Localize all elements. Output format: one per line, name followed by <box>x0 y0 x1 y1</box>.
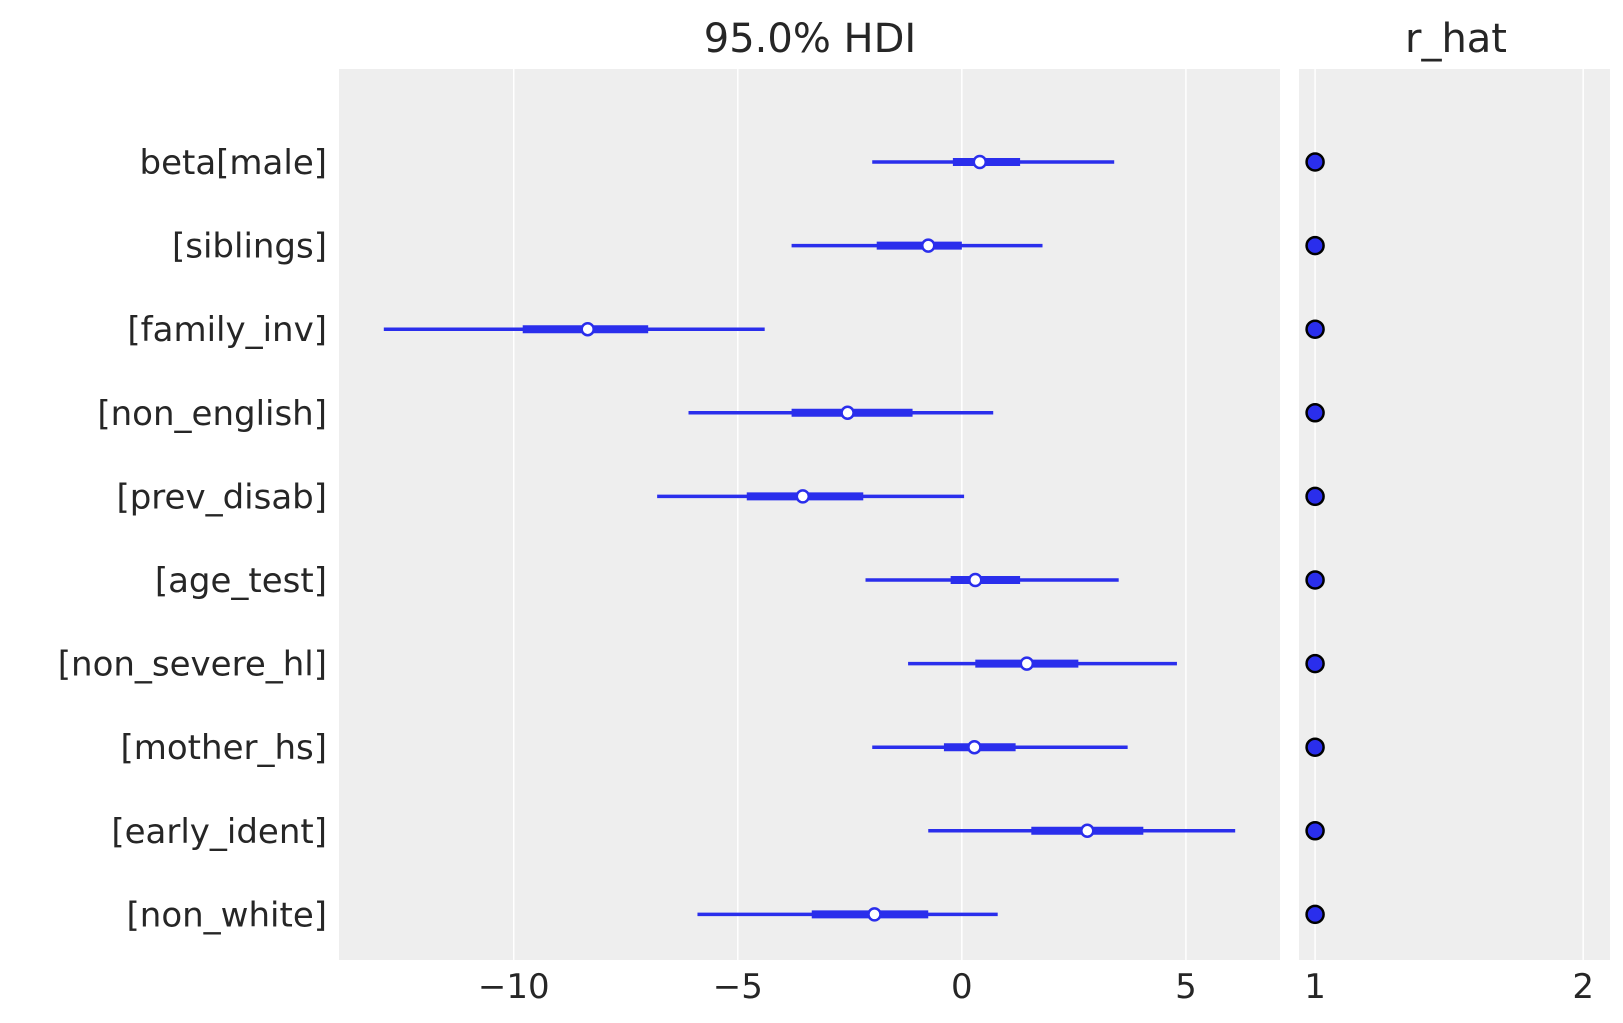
rhat-panel-background <box>1299 69 1610 960</box>
hdi-median-point <box>967 739 982 755</box>
parameter-label: [mother_hs] <box>121 728 328 768</box>
parameter-label: [non_severe_hl] <box>58 645 327 685</box>
rhat-point <box>1305 821 1325 841</box>
rhat-point <box>1305 737 1325 757</box>
parameter-label: [prev_disab] <box>116 477 327 517</box>
hdi-median-point <box>795 489 811 504</box>
parameter-label: [family_inv] <box>127 310 327 350</box>
hdi-panel-background <box>339 69 1280 960</box>
hdi-panel-title: 95.0% HDI <box>704 16 916 62</box>
rhat-x-tick-label: 2 <box>1572 967 1594 1007</box>
hdi-median-point <box>867 907 882 922</box>
parameter-label: [early_ident] <box>111 812 327 852</box>
rhat-point <box>1305 653 1325 674</box>
parameter-label: [age_test] <box>155 561 327 601</box>
hdi-x-tick-label: 0 <box>951 967 973 1007</box>
parameter-label: beta[male] <box>139 143 327 183</box>
hdi-intervals <box>383 154 1236 922</box>
rhat-gridlines <box>1314 69 1584 960</box>
hdi-median-point <box>1080 823 1095 839</box>
parameter-label: [siblings] <box>172 227 327 267</box>
rhat-panel-title: r_hat <box>1405 16 1507 62</box>
rhat-point <box>1305 152 1325 172</box>
hdi-median-point <box>920 238 936 253</box>
hdi-x-tick-label: −10 <box>478 967 550 1007</box>
rhat-x-tick-label: 1 <box>1304 967 1326 1007</box>
hdi-median-point <box>1019 656 1035 671</box>
rhat-point <box>1305 570 1325 590</box>
hdi-median-point <box>972 154 988 170</box>
rhat-point <box>1305 235 1325 256</box>
hdi-x-tick-labels: −10 −5 0 5 <box>478 967 1197 1007</box>
hdi-median-point <box>968 572 983 588</box>
parameter-label: [non_english] <box>97 394 327 434</box>
rhat-point <box>1305 904 1325 925</box>
parameter-label: [non_white] <box>127 895 327 935</box>
rhat-point <box>1305 319 1325 339</box>
hdi-median-point <box>840 405 855 421</box>
rhat-point <box>1305 403 1325 423</box>
hdi-median-point <box>580 321 595 337</box>
parameter-labels: beta[male] [siblings] [family_inv] [non_eng… <box>58 143 327 935</box>
rhat-point <box>1305 486 1325 507</box>
hdi-x-tick-label: 5 <box>1175 967 1197 1007</box>
hdi-gridlines <box>513 69 1187 960</box>
rhat-points <box>1305 152 1325 925</box>
hdi-x-tick-label: −5 <box>713 967 763 1007</box>
